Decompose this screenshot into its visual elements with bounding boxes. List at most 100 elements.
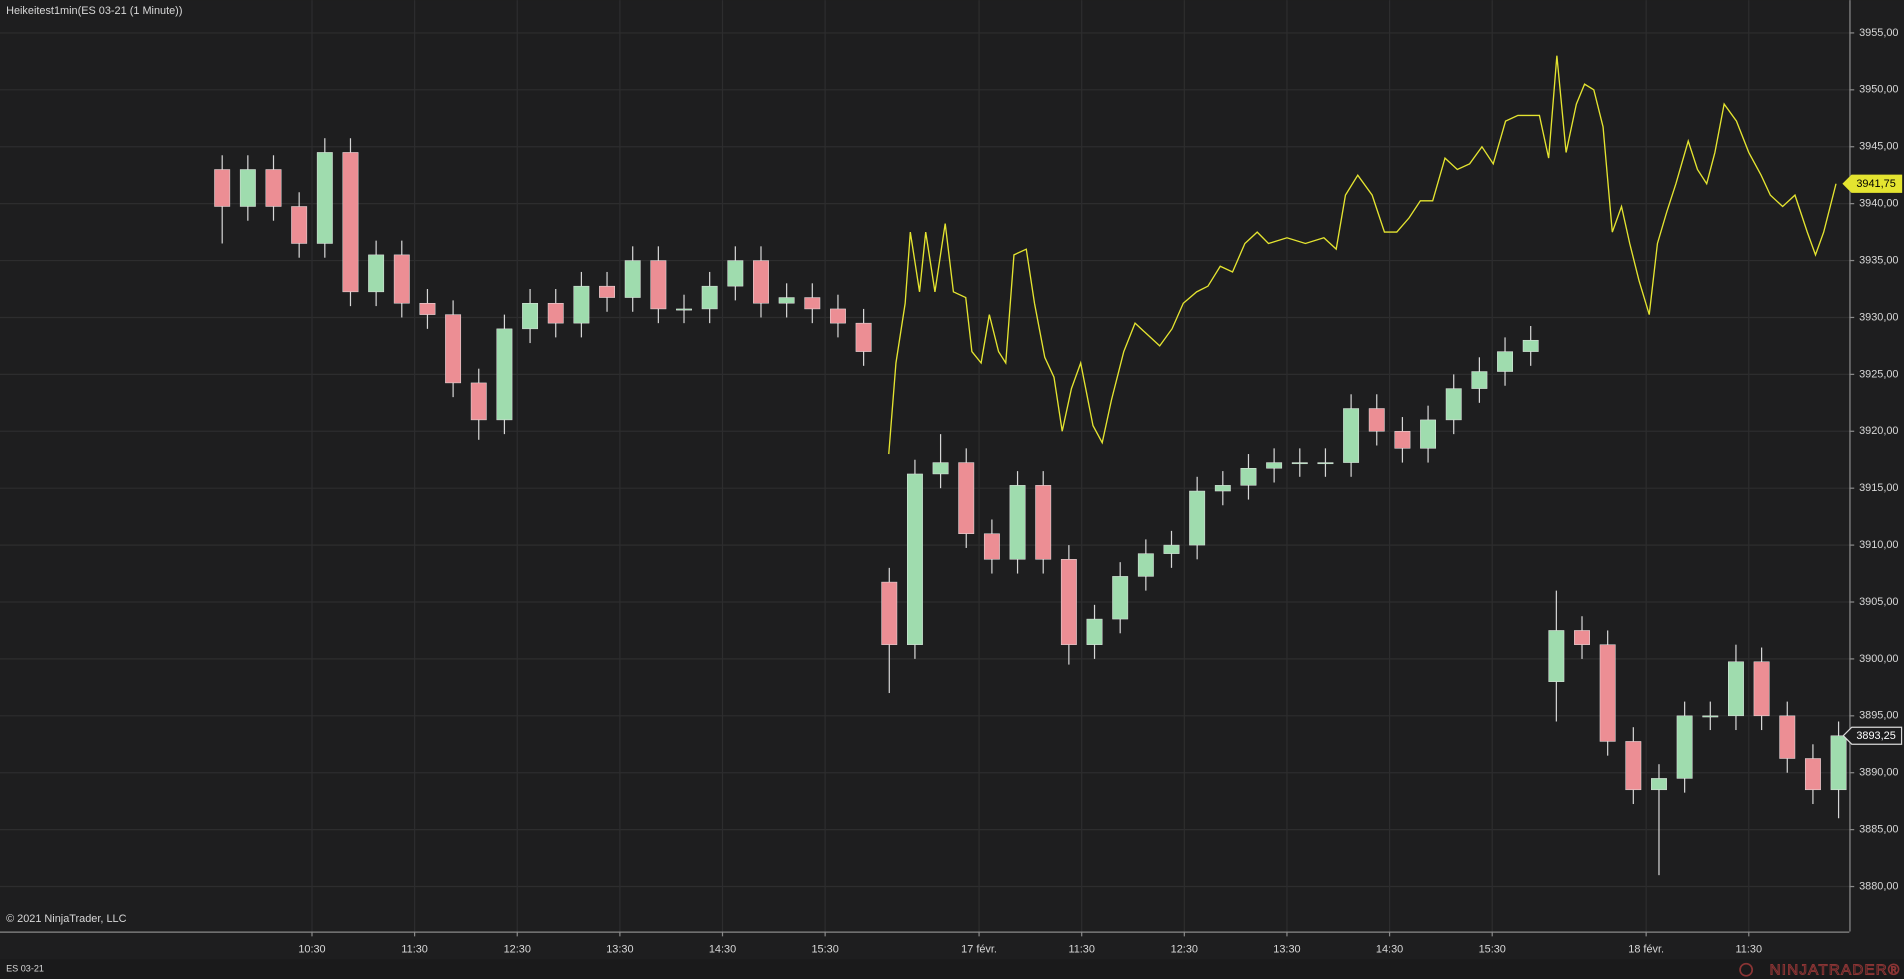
candle-body — [958, 462, 975, 534]
price-marker — [1842, 174, 1903, 193]
y-tick-label: 3930,00 — [1859, 311, 1898, 323]
chart-title: Heikeitest1min(ES 03-21 (1 Minute)) — [6, 5, 182, 17]
candle-body — [881, 581, 898, 645]
candle-body — [1086, 618, 1103, 645]
candle-body — [1189, 490, 1206, 546]
candle-body — [573, 285, 590, 324]
x-tick-label: 18 févr. — [1628, 944, 1664, 956]
candle-body — [1625, 741, 1642, 791]
price-marker-label: 3941,75 — [1856, 178, 1895, 190]
candle-body — [753, 260, 769, 304]
candle-body — [1035, 485, 1052, 560]
candle-body — [496, 328, 513, 421]
copyright: © 2021 NinjaTrader, LLC — [6, 913, 127, 925]
candle-body — [1651, 778, 1667, 791]
candle-body — [265, 169, 282, 207]
candle-body — [1676, 715, 1693, 779]
candle-body — [778, 297, 795, 304]
candle-body — [1753, 661, 1770, 717]
x-tick-label: 12:30 — [1171, 944, 1198, 956]
y-tick-label: 3920,00 — [1859, 425, 1898, 437]
candle-body — [1163, 544, 1180, 554]
candle-body — [830, 308, 846, 324]
candle-body — [727, 260, 744, 287]
candle-body — [804, 297, 821, 310]
y-tick-label: 3945,00 — [1859, 141, 1898, 153]
candle-body — [1471, 371, 1488, 389]
x-tick-label: 15:30 — [1479, 944, 1506, 956]
candle-body — [1497, 351, 1513, 372]
candle-body — [1548, 630, 1565, 682]
axes: 3880,00 3885,00 3890,00 3895,00 3900,00 3905,… — [298, 27, 1903, 956]
candle-body — [1291, 462, 1308, 465]
candle-body — [624, 260, 641, 298]
candle-body — [855, 322, 872, 352]
x-tick-label: 14:30 — [709, 944, 736, 956]
candle-body — [1368, 408, 1385, 432]
candle-body — [906, 473, 923, 645]
x-tick-label: 17 févr. — [961, 944, 997, 956]
candle-body — [1137, 553, 1154, 577]
candle-body — [1830, 735, 1847, 791]
candle-body — [419, 302, 436, 315]
candle-body — [1574, 630, 1590, 645]
y-tick-label: 3890,00 — [1859, 767, 1898, 779]
x-tick-label: 13:30 — [1273, 944, 1300, 956]
candle-body — [1317, 462, 1334, 465]
price-marker-label: 3893,25 — [1856, 730, 1895, 742]
candle-body — [239, 169, 256, 207]
candle-body — [1779, 715, 1796, 759]
candle-body — [1394, 431, 1411, 449]
price-marker — [1842, 726, 1903, 745]
y-tick-label: 3950,00 — [1859, 84, 1898, 96]
candle-body — [1009, 485, 1026, 560]
grid — [0, 0, 1850, 932]
logo: NINJATRADER® — [1770, 961, 1901, 978]
candle-body — [547, 302, 564, 324]
candle-body — [291, 206, 308, 244]
candle-body — [1702, 715, 1719, 718]
x-tick-label: 10:30 — [298, 944, 325, 956]
candle-body — [932, 462, 949, 475]
y-tick-label: 3900,00 — [1859, 653, 1898, 665]
candle-body — [470, 382, 487, 421]
candle-body — [522, 302, 539, 330]
instrument-tab[interactable]: ES 03-21 — [6, 964, 44, 974]
candle-body — [1214, 485, 1231, 492]
y-tick-label: 3895,00 — [1859, 710, 1898, 722]
candle-body — [1112, 576, 1129, 620]
candle-body — [1240, 468, 1257, 486]
y-tick-label: 3885,00 — [1859, 824, 1898, 836]
logo-icon — [1739, 962, 1754, 977]
y-tick-label: 3880,00 — [1859, 880, 1898, 892]
price-line — [888, 55, 1837, 455]
candle-body — [342, 152, 359, 293]
candle-body — [1060, 559, 1077, 645]
candle-body — [316, 152, 333, 244]
candle-body — [368, 254, 385, 293]
candle-body — [1804, 758, 1821, 791]
x-tick-label: 13:30 — [606, 944, 633, 956]
candle-body — [1599, 644, 1616, 742]
candle-body — [1522, 339, 1539, 352]
candle-body — [1445, 388, 1462, 421]
x-tick-label: 14:30 — [1376, 944, 1403, 956]
y-tick-label: 3935,00 — [1859, 254, 1898, 266]
candle-body — [599, 285, 615, 298]
y-tick-label: 3910,00 — [1859, 539, 1898, 551]
y-tick-label: 3940,00 — [1859, 198, 1898, 210]
candle-body — [701, 285, 718, 310]
x-tick-label: 11:30 — [1068, 944, 1094, 956]
candle-body — [1266, 462, 1283, 469]
candle-body — [393, 254, 410, 304]
candle-body — [214, 169, 231, 207]
candle-body — [445, 314, 462, 384]
candle-body — [650, 260, 667, 310]
x-tick-label: 11:30 — [1736, 944, 1762, 956]
tab-bar — [0, 959, 1904, 979]
x-tick-label: 15:30 — [811, 944, 838, 956]
x-tick-label: 12:30 — [504, 944, 531, 956]
candle-body — [1728, 661, 1744, 717]
